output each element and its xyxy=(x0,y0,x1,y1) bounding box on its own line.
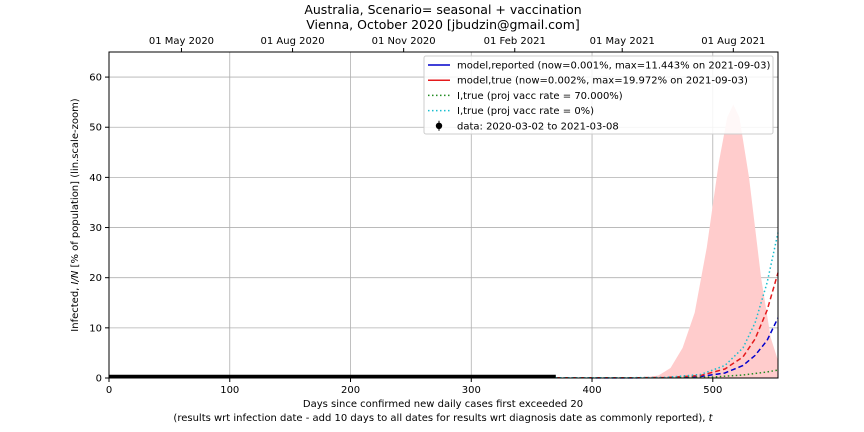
y-tick-label: 20 xyxy=(89,273,102,284)
x-axis-label-symbol: t xyxy=(709,413,714,424)
series-layer xyxy=(109,232,779,379)
y-axis-label-suffix: [% of population] (lin.scale-zoom) xyxy=(70,98,81,270)
legend-label: I,true (proj vacc rate = 0%) xyxy=(457,106,594,117)
chart-title-line-2: Vienna, October 2020 [jbudzin@gmail.com] xyxy=(306,17,580,32)
x-axis-label-line-2: (results wrt infection date - add 10 day… xyxy=(173,413,713,424)
legend-label: model,true (now=0.002%, max=19.972% on 2… xyxy=(457,76,748,87)
chart-title-line-1: Australia, Scenario= seasonal + vaccinat… xyxy=(304,2,581,17)
x-tick-label: 400 xyxy=(582,385,601,396)
legend-label: model,reported (now=0.001%, max=11.443% … xyxy=(457,61,771,72)
y-tick-label: 10 xyxy=(89,323,102,334)
top-date-tick-label: 01 Feb 2021 xyxy=(484,36,546,47)
y-axis-label-symbol: I/N xyxy=(70,270,81,284)
legend-label: I,true (proj vacc rate = 70.000%) xyxy=(457,91,623,102)
top-date-tick-label: 01 May 2020 xyxy=(149,36,214,47)
x-tick-label: 100 xyxy=(220,385,239,396)
series-line-3 xyxy=(555,369,779,379)
legend-box xyxy=(423,55,774,135)
y-axis-label: Infected, I/N [% of population] (lin.sca… xyxy=(70,98,81,332)
top-date-tick-label: 01 Nov 2020 xyxy=(372,36,436,47)
y-axis-label-prefix: Infected, xyxy=(70,284,81,331)
x-tick-label: 200 xyxy=(341,385,360,396)
y-tick-label: 0 xyxy=(96,374,102,385)
top-date-tick-label: 01 Aug 2021 xyxy=(701,36,765,47)
legend: model,reported (now=0.001%, max=11.443% … xyxy=(423,55,774,135)
legend-label: data: 2020-03-02 to 2021-03-08 xyxy=(457,121,619,132)
uncertainty-band xyxy=(640,104,778,379)
y-tick-label: 50 xyxy=(89,123,102,134)
y-tick-label: 60 xyxy=(89,73,102,84)
top-date-tick-label: 01 Aug 2020 xyxy=(261,36,325,47)
y-tick-label: 30 xyxy=(89,223,102,234)
plot-frame xyxy=(108,51,779,379)
ticks-layer: 0 100 200 300 400 500 0 10 20 30 40 50 60 01 May 2020… xyxy=(89,36,765,396)
legend-marker xyxy=(435,122,443,129)
y-tick-label: 40 xyxy=(89,173,102,184)
band-layer xyxy=(640,104,778,379)
top-date-tick-label: 01 May 2021 xyxy=(590,36,655,47)
x-tick-label: 300 xyxy=(462,385,481,396)
x-axis-label-line-2-text: (results wrt infection date - add 10 day… xyxy=(173,413,708,424)
x-tick-label: 0 xyxy=(106,385,112,396)
x-tick-label: 500 xyxy=(703,385,722,396)
x-axis-label-line-1: Days since confirmed new daily cases fir… xyxy=(303,399,583,410)
